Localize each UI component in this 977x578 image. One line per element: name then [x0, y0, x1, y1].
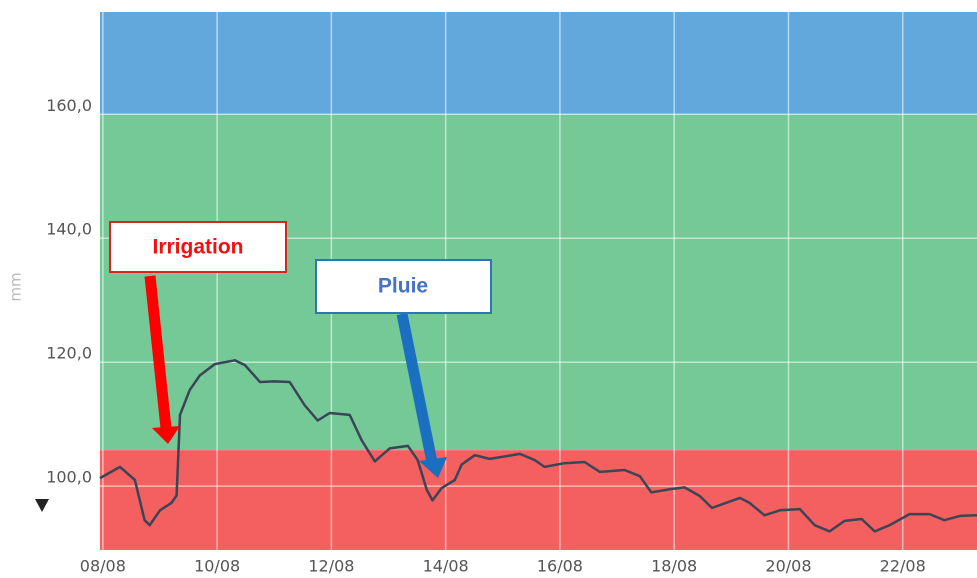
arrow-head — [152, 426, 180, 444]
band — [100, 114, 977, 451]
marker — [35, 499, 49, 512]
y-axis-label: mm — [7, 272, 25, 301]
y-tick-label: 140,0 — [46, 220, 92, 239]
x-tick-label: 12/08 — [308, 557, 354, 576]
band — [100, 12, 977, 115]
arrow — [396, 312, 438, 464]
annotation: Pluie — [378, 275, 428, 298]
band — [100, 450, 977, 550]
x-tick-label: 22/08 — [880, 557, 926, 576]
arrow-head — [419, 457, 447, 478]
line-series — [99, 359, 977, 533]
annotation-box — [315, 259, 492, 314]
annotation: Irrigation — [152, 236, 243, 259]
y-tick-label: 160,0 — [46, 96, 92, 115]
x-tick-label: 08/08 — [80, 557, 126, 576]
x-tick-label: 18/08 — [651, 557, 697, 576]
annotation-box — [109, 221, 287, 273]
arrow — [144, 275, 172, 429]
y-tick-label: 100,0 — [46, 468, 92, 487]
y-tick-label: 120,0 — [46, 344, 92, 363]
x-tick-label: 10/08 — [194, 557, 240, 576]
x-tick-label: 14/08 — [423, 557, 469, 576]
x-tick-label: 16/08 — [537, 557, 583, 576]
x-tick-label: 20/08 — [765, 557, 811, 576]
